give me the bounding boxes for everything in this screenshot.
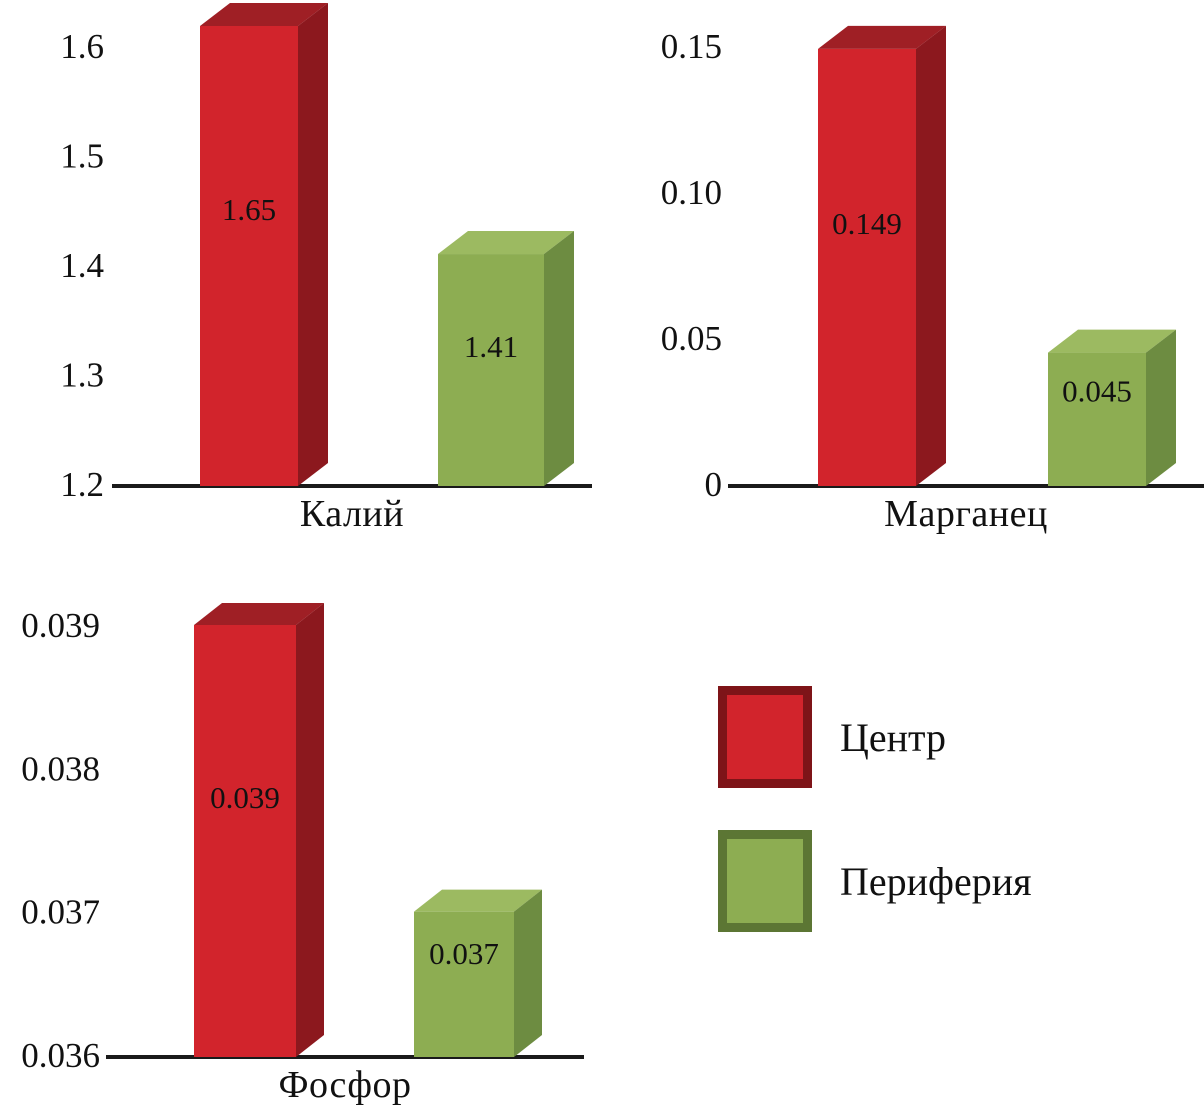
y-tick-label: 0.037 [21,893,100,932]
y-tick-label: 0.039 [21,606,100,645]
bar-front-face [818,48,916,487]
x-axis-line [728,484,1204,488]
bar-front-face [438,254,544,486]
bar-value-label: 0.045 [1062,374,1132,409]
bar-periphery: 0.045 [1048,329,1176,486]
y-tick-label: 0.036 [21,1036,100,1075]
bar-top-face [1048,329,1176,353]
bar-value-label: 1.41 [464,329,518,364]
bar-front-face [200,26,298,486]
bar-periphery: 0.037 [414,889,542,1057]
bar-value-label: 0.039 [210,780,280,815]
y-tick-label: 0 [705,465,723,504]
chart-fosfor-plot: 0.039 0.038 0.037 0.036 0.039 0.037 [21,603,584,1075]
bar-side-face [916,25,946,486]
x-axis-line [106,1055,584,1059]
chart-kaliy-plot: 1.6 1.5 1.4 1.3 1.2 1.65 1.41 [60,3,592,504]
chart-fosfor: 0.039 0.038 0.037 0.036 0.039 0.037 Фосфор [0,558,600,1111]
y-tick-label: 1.4 [60,246,104,285]
y-tick-label: 1.3 [60,356,104,395]
bar-side-face [1146,329,1176,486]
bar-top-face [200,3,328,26]
y-tick-label: 0.05 [661,319,722,358]
chart-kaliy: 1.6 1.5 1.4 1.3 1.2 1.65 1.41 Калий [8,0,602,554]
y-tick-label: 0.15 [661,27,722,66]
chart-fosfor-title: Фосфор [278,1064,412,1106]
chart-kaliy-title: Калий [299,493,405,535]
legend-item-center: Центр [718,686,946,788]
bar-side-face [544,231,574,486]
bar-side-face [296,603,324,1057]
legend-label-periphery: Периферия [840,858,1032,904]
bar-value-label: 0.149 [832,206,902,241]
bar-center: 0.039 [194,603,324,1057]
y-tick-label: 0.038 [21,749,100,788]
bar-front-face [1048,352,1146,486]
y-tick-label: 1.2 [60,465,104,504]
y-tick-label: 1.6 [60,27,104,66]
bar-value-label: 0.037 [429,936,499,971]
bar-front-face [194,625,296,1057]
legend-item-periphery: Периферия [718,830,1032,932]
legend-label-center: Центр [840,714,947,760]
x-axis-line [112,484,592,488]
bar-top-face [818,25,946,49]
chart-marganets: 0.15 0.10 0.05 0 0.149 0.045 Марганец [610,0,1204,554]
chart-marganets-plot: 0.15 0.10 0.05 0 0.149 0.045 [661,25,1204,504]
y-tick-label: 0.10 [661,173,722,212]
bar-top-face [194,603,324,625]
bar-value-label: 1.65 [222,192,276,227]
bar-top-face [414,889,542,912]
y-tick-label: 1.5 [60,137,104,176]
bar-side-face [298,3,328,486]
bar-center: 0.149 [818,25,946,487]
bar-periphery: 1.41 [438,231,574,486]
bar-side-face [514,889,542,1057]
bar-center: 1.65 [200,3,328,486]
chart-marganets-title: Марганец [884,493,1048,535]
legend-swatch-periphery-icon [718,830,812,932]
bar-top-face [438,231,574,255]
bar-front-face [414,911,514,1057]
legend-swatch-center-icon [718,686,812,788]
